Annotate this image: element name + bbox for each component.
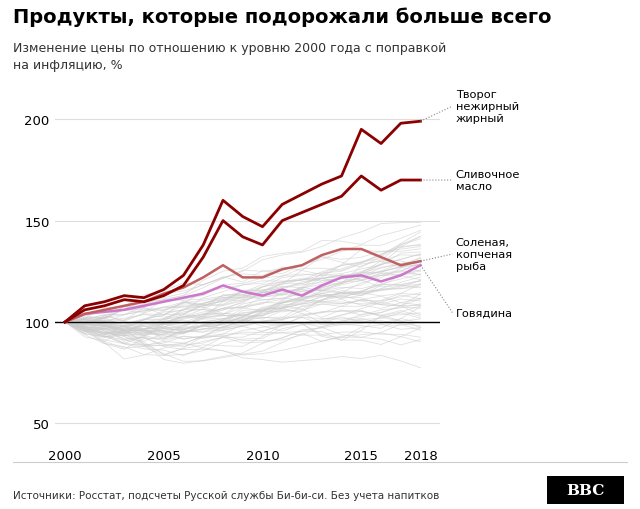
Text: Творог
нежирный
жирный: Творог нежирный жирный xyxy=(456,90,519,124)
Text: Источники: Росстат, подсчеты Русской службы Би-би-си. Без учета напитков: Источники: Росстат, подсчеты Русской слу… xyxy=(13,490,439,500)
Text: BBC: BBC xyxy=(566,483,605,497)
Text: Соленая,
копченая
рыба: Соленая, копченая рыба xyxy=(456,237,512,272)
Text: Изменение цены по отношению к уровню 2000 года с поправкой
на инфляцию, %: Изменение цены по отношению к уровню 200… xyxy=(13,42,446,72)
Text: Сливочное
масло: Сливочное масло xyxy=(456,169,520,192)
Text: Продукты, которые подорожали больше всего: Продукты, которые подорожали больше всег… xyxy=(13,8,551,27)
Text: Говядина: Говядина xyxy=(456,308,513,318)
